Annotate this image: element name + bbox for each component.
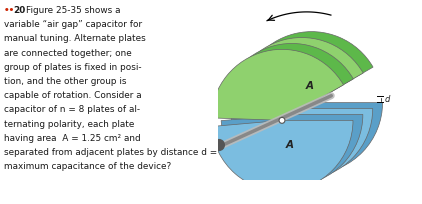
Text: tion, and the other group is: tion, and the other group is [4,77,127,86]
Text: separated from adjacent plates by distance d = 3.40 mm. What is the: separated from adjacent plates by distan… [4,148,316,157]
Wedge shape [211,49,344,120]
Text: d: d [384,95,390,104]
Text: are connected together; one: are connected together; one [4,49,132,58]
Wedge shape [221,43,353,114]
Text: Figure 25-35 shows a: Figure 25-35 shows a [26,6,121,15]
Text: A: A [306,81,314,91]
Text: having area  A = 1.25 cm² and: having area A = 1.25 cm² and [4,134,141,143]
Text: variable “air gap” capacitor for: variable “air gap” capacitor for [4,20,142,29]
Text: Problem 20.: Problem 20. [284,127,343,136]
Text: capacitor of n = 8 plates of al-: capacitor of n = 8 plates of al- [4,105,140,114]
Text: Figure 25-35: Figure 25-35 [232,127,296,136]
Wedge shape [241,32,373,103]
Text: maximum capacitance of the device?: maximum capacitance of the device? [4,162,171,171]
Text: A: A [286,140,294,150]
Wedge shape [221,114,363,185]
Wedge shape [211,120,353,191]
Wedge shape [231,109,373,180]
Text: manual tuning. Alternate plates: manual tuning. Alternate plates [4,34,146,43]
Text: group of plates is fixed in posi-: group of plates is fixed in posi- [4,63,142,72]
Circle shape [279,117,285,123]
Text: ternating polarity, each plate: ternating polarity, each plate [4,120,134,129]
Wedge shape [241,103,383,174]
Circle shape [214,140,225,150]
Wedge shape [231,38,363,109]
Text: ••: •• [4,6,15,15]
Text: capable of rotation. Consider a: capable of rotation. Consider a [4,91,142,100]
Text: 20: 20 [13,6,25,15]
